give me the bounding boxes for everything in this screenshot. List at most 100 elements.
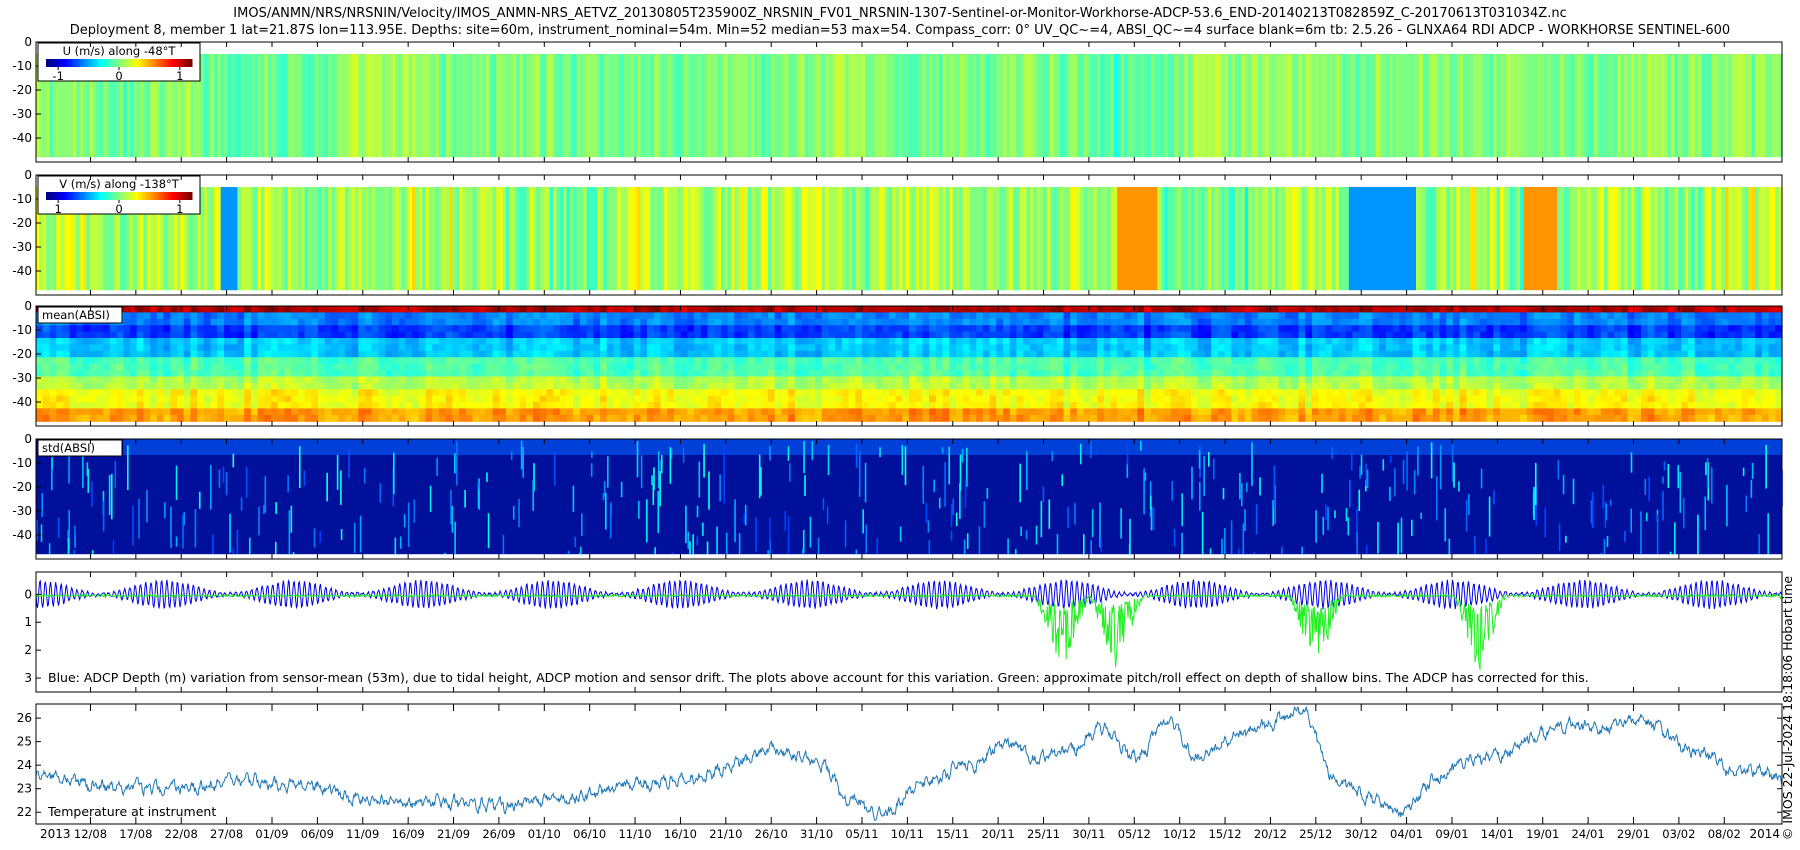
heatmap-cell bbox=[170, 318, 178, 326]
heatmap-cell bbox=[949, 395, 957, 403]
heatmap-cell bbox=[1184, 414, 1192, 422]
heatmap-cell bbox=[781, 306, 789, 313]
colorbar-swatch bbox=[77, 59, 81, 67]
heatmap-cell bbox=[1090, 312, 1098, 320]
heatmap-cell bbox=[1617, 187, 1622, 291]
heatmap-cell bbox=[519, 382, 527, 390]
heatmap-cell bbox=[989, 414, 997, 422]
heatmap-cell bbox=[694, 338, 702, 345]
colorbar-swatch bbox=[53, 192, 57, 200]
heatmap-cell bbox=[371, 402, 380, 409]
heatmap-cell bbox=[734, 187, 739, 291]
heatmap-cell bbox=[1016, 350, 1024, 358]
heatmap-cell bbox=[707, 370, 715, 377]
heatmap-cell bbox=[653, 357, 662, 365]
colorbar-swatch bbox=[136, 192, 139, 200]
heatmap-cell bbox=[694, 395, 702, 403]
heatmap-cell bbox=[788, 187, 793, 291]
heatmap-cell bbox=[1724, 187, 1729, 291]
heatmap-cell bbox=[46, 54, 51, 158]
heatmap-cell bbox=[727, 350, 735, 358]
heatmap-cell bbox=[835, 350, 843, 358]
heatmap-cell bbox=[465, 325, 474, 333]
heatmap-cell bbox=[109, 325, 118, 333]
heatmap-cell bbox=[1506, 54, 1511, 158]
heatmap-cell bbox=[328, 187, 333, 291]
heatmap-cell bbox=[747, 54, 752, 158]
heatmap-cell bbox=[902, 376, 910, 384]
heatmap-cell bbox=[1426, 408, 1434, 416]
heatmap-cell bbox=[109, 395, 118, 403]
heatmap-cell bbox=[620, 325, 628, 333]
colorbar-swatch bbox=[58, 59, 62, 67]
heatmap-cell bbox=[1365, 389, 1373, 397]
heatmap-cell bbox=[935, 187, 940, 291]
heatmap-cell bbox=[237, 389, 245, 397]
heatmap-cell bbox=[1439, 382, 1447, 390]
y-tick-label: -10 bbox=[12, 192, 32, 206]
heatmap-cell bbox=[657, 54, 662, 158]
heatmap-cell bbox=[1416, 187, 1420, 291]
heatmap-cell bbox=[902, 350, 910, 358]
heatmap-cell bbox=[667, 338, 675, 345]
heatmap-cell bbox=[687, 395, 695, 403]
heatmap-cell bbox=[754, 402, 762, 409]
colorbar-swatch bbox=[67, 192, 71, 200]
heatmap-cell bbox=[1103, 370, 1112, 377]
heatmap-cell bbox=[351, 382, 359, 390]
heatmap-cell bbox=[1285, 408, 1293, 416]
heatmap-cell bbox=[821, 402, 830, 409]
heatmap-cell bbox=[425, 370, 433, 377]
heatmap-cell bbox=[109, 54, 114, 158]
heatmap-cell bbox=[1117, 350, 1125, 358]
heatmap-cell bbox=[294, 187, 299, 291]
heatmap-cell bbox=[788, 318, 796, 326]
heatmap-cell bbox=[412, 389, 420, 397]
heatmap-cell bbox=[546, 187, 551, 291]
heatmap-cell bbox=[915, 357, 924, 365]
heatmap-cell bbox=[1597, 187, 1602, 291]
heatmap-cell bbox=[1103, 376, 1112, 384]
heatmap-cell bbox=[190, 376, 198, 384]
heatmap-cell bbox=[1170, 331, 1179, 339]
heatmap-cell bbox=[1170, 344, 1179, 352]
heatmap-cell bbox=[956, 318, 964, 326]
heatmap-cell bbox=[1745, 187, 1750, 291]
heatmap-cell bbox=[1204, 414, 1212, 422]
heatmap-cell bbox=[976, 318, 984, 326]
heatmap-cell bbox=[96, 408, 104, 416]
heatmap-cell bbox=[814, 395, 823, 403]
heatmap-cell bbox=[1217, 363, 1226, 371]
heatmap-cell bbox=[647, 331, 655, 339]
heatmap-cell bbox=[1385, 306, 1394, 313]
heatmap-cell bbox=[318, 312, 326, 320]
heatmap-cell bbox=[1003, 357, 1011, 365]
heatmap-cell bbox=[291, 363, 299, 371]
heatmap-cell bbox=[1123, 370, 1132, 377]
heatmap-cell bbox=[1271, 187, 1276, 291]
heatmap-cell bbox=[1238, 408, 1246, 416]
heatmap-cell bbox=[1023, 344, 1031, 352]
heatmap-cell bbox=[452, 306, 460, 313]
heatmap-cell bbox=[1177, 414, 1185, 422]
colorbar-swatch bbox=[187, 192, 191, 200]
heatmap-cell bbox=[224, 363, 232, 371]
heatmap-cell bbox=[1651, 54, 1656, 158]
heatmap-cell bbox=[62, 414, 71, 422]
heatmap-cell bbox=[1211, 331, 1219, 339]
heatmap-cell bbox=[526, 402, 534, 409]
heatmap-cell bbox=[485, 376, 494, 384]
heatmap-cell bbox=[1426, 325, 1434, 333]
heatmap-cell bbox=[935, 331, 944, 339]
heatmap-cell bbox=[177, 325, 185, 333]
heatmap-cell bbox=[89, 370, 98, 377]
heatmap-cell bbox=[109, 187, 114, 291]
heatmap-cell bbox=[499, 376, 507, 384]
heatmap-cell bbox=[1278, 402, 1286, 409]
heatmap-cell bbox=[566, 382, 574, 390]
heatmap-cell bbox=[1271, 338, 1279, 345]
heatmap-cell bbox=[707, 344, 715, 352]
heatmap-cell bbox=[170, 408, 178, 416]
heatmap-cell bbox=[1110, 363, 1118, 371]
heatmap-cell bbox=[942, 344, 950, 352]
